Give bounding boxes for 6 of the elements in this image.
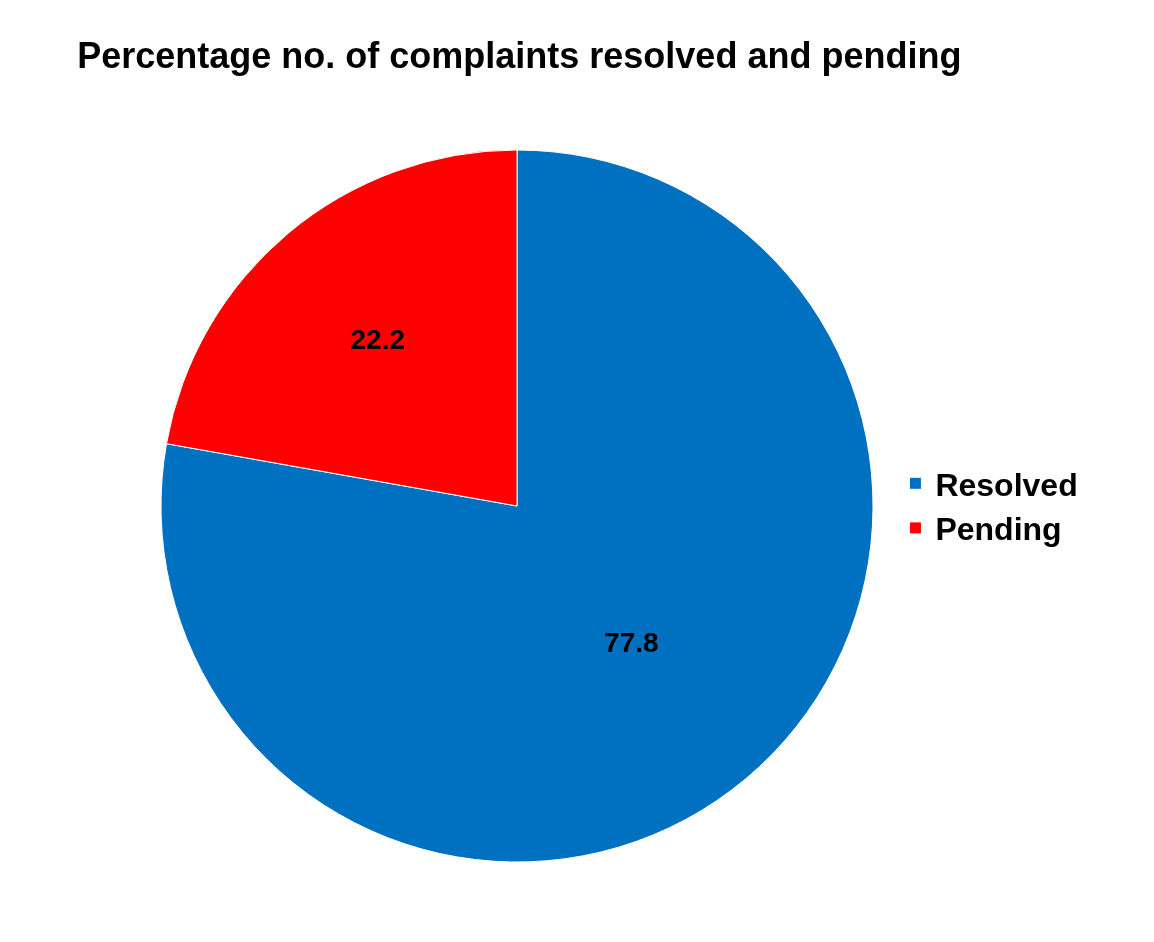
pie-slice — [160, 149, 874, 862]
data-label: 22.2 — [350, 324, 406, 356]
chart-title: Percentage no. of complaints resolved and pending — [77, 34, 962, 76]
data-label: 77.8 — [604, 626, 659, 658]
legend-label: Resolved — [935, 466, 1078, 503]
legend-label: Pending — [935, 511, 1062, 548]
